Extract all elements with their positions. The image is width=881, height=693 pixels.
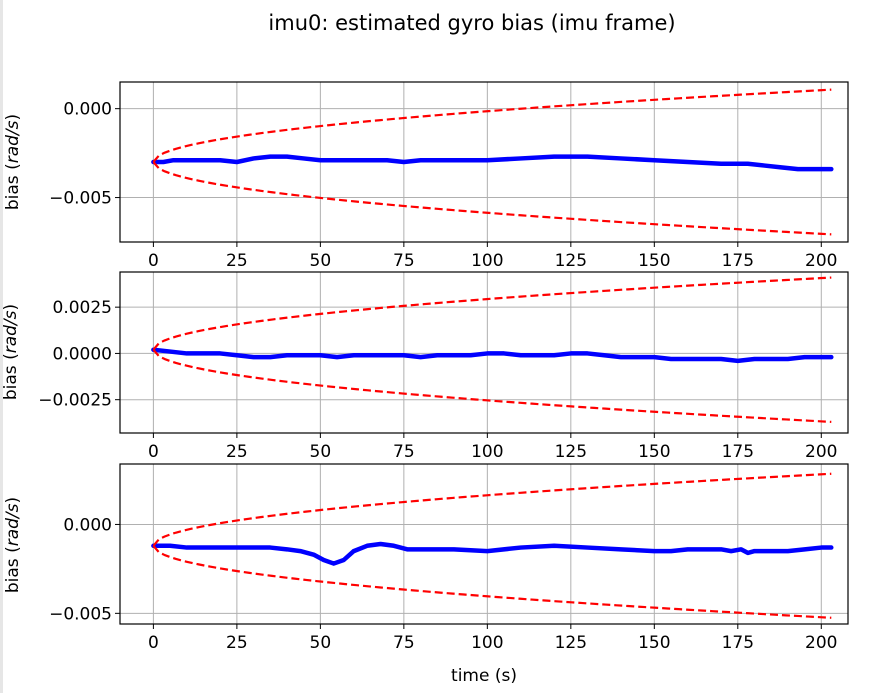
x-tick-label-middle: 200 bbox=[805, 442, 837, 462]
x-tick-label-middle: 175 bbox=[722, 442, 754, 462]
axes-frame-top bbox=[119, 81, 849, 243]
x-tick-label-middle: 100 bbox=[471, 442, 503, 462]
y-tick-label-middle: −0.0025 bbox=[38, 391, 112, 411]
x-tick-label-top: 150 bbox=[638, 251, 670, 271]
y-axis-label-middle: bias (rad/s) bbox=[1, 304, 21, 400]
plot-area-top bbox=[151, 88, 834, 236]
y-axis-label-top: bias (rad/s) bbox=[3, 114, 23, 210]
x-tick-label-middle: 25 bbox=[226, 442, 248, 462]
x-tick-label-bottom: 100 bbox=[471, 633, 503, 653]
x-axis-label: time (s) bbox=[451, 666, 517, 686]
x-tick-label-bottom: 200 bbox=[805, 633, 837, 653]
y-tick-label-bottom: −0.005 bbox=[49, 604, 112, 624]
bias-estimate-line-bottom bbox=[151, 541, 834, 566]
plot-area-bottom bbox=[151, 472, 834, 619]
lower-bound-line-top bbox=[152, 161, 832, 236]
x-tick-label-bottom: 125 bbox=[555, 633, 587, 653]
x-tick-label-bottom: 0 bbox=[148, 633, 159, 653]
x-tick-label-bottom: 25 bbox=[226, 633, 248, 653]
upper-bound-line-bottom bbox=[152, 472, 832, 547]
x-tick-label-top: 50 bbox=[310, 251, 332, 271]
x-tick-label-top: 75 bbox=[393, 251, 415, 271]
x-tick-label-bottom: 150 bbox=[638, 633, 670, 653]
x-tick-label-middle: 0 bbox=[148, 442, 159, 462]
x-tick-label-top: 175 bbox=[722, 251, 754, 271]
x-tick-label-bottom: 50 bbox=[310, 633, 332, 653]
y-tick-label-middle: 0.0025 bbox=[53, 298, 112, 318]
x-tick-label-bottom: 75 bbox=[393, 633, 415, 653]
y-axis-label-bottom: bias (rad/s) bbox=[3, 497, 23, 593]
y-tick-label-bottom: 0.000 bbox=[63, 515, 112, 535]
lower-bound-line-bottom bbox=[152, 545, 832, 619]
x-tick-label-top: 200 bbox=[805, 251, 837, 271]
y-tick-label-middle: 0.0000 bbox=[53, 344, 112, 364]
upper-bound-line-middle bbox=[152, 276, 832, 351]
y-tick-label-top: 0.000 bbox=[63, 100, 112, 120]
window-edge bbox=[0, 0, 3, 693]
x-tick-label-middle: 75 bbox=[393, 442, 415, 462]
subplot-bottom: bias (rad/s) time (s) 0 25 50 75 100 125 150 17… bbox=[3, 463, 849, 686]
plot-area-middle bbox=[151, 276, 834, 423]
subplot-middle: bias (rad/s) 0 25 50 75 100 125 150 175 200 0.002… bbox=[1, 271, 849, 462]
x-tick-label-middle: 125 bbox=[555, 442, 587, 462]
chart-title: imu0: estimated gyro bias (imu frame) bbox=[268, 11, 675, 35]
x-tick-label-middle: 50 bbox=[310, 442, 332, 462]
axes-frame-middle bbox=[119, 271, 849, 434]
axes-frame-bottom bbox=[119, 463, 849, 625]
bias-estimate-line-top bbox=[151, 154, 834, 172]
x-tick-label-top: 125 bbox=[555, 251, 587, 271]
x-tick-label-bottom: 175 bbox=[722, 633, 754, 653]
x-tick-label-top: 0 bbox=[148, 251, 159, 271]
upper-bound-line-top bbox=[152, 88, 832, 163]
x-tick-label-top: 100 bbox=[471, 251, 503, 271]
y-tick-label-top: −0.005 bbox=[49, 189, 112, 209]
x-tick-label-top: 25 bbox=[226, 251, 248, 271]
subplot-top: bias (rad/s) 0 25 50 75 100 125 150 175 200 0.000… bbox=[3, 81, 849, 271]
x-tick-label-middle: 150 bbox=[638, 442, 670, 462]
bias-estimate-line-middle bbox=[151, 347, 834, 364]
